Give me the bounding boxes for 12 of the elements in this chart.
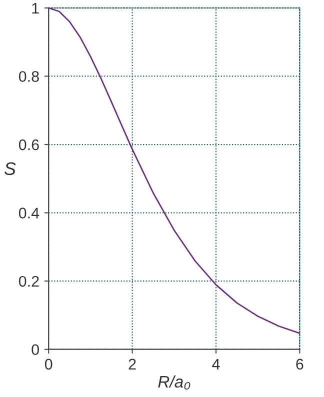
y-tick-label: 0 [32,344,39,356]
y-tick-label: 1 [32,2,39,14]
x-tick-label: 6 [296,358,304,370]
y-tick-label: 0.6 [18,139,39,150]
y-tick-label: 0.4 [18,208,40,218]
x-tick-label: 2 [128,358,136,370]
x-tick-label: 4 [212,358,220,370]
y-axis-title: S [4,162,16,176]
y-tick-label: 0.8 [18,71,39,82]
y-tick-label: 0.2 [18,276,39,287]
x-tick-label: 0 [44,358,52,370]
x-axis-title: R/a₀ [158,375,190,390]
